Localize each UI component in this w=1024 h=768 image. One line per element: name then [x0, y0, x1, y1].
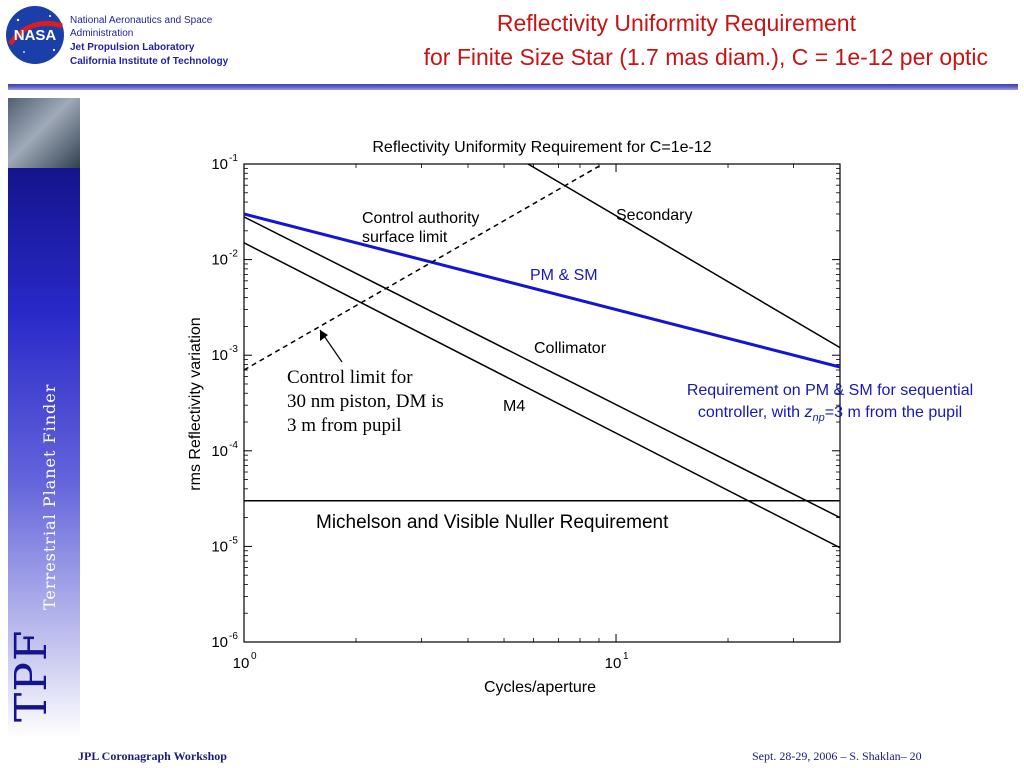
control-authority-label-line-1: Control authority — [362, 210, 480, 227]
y-tick-label: 10 — [211, 156, 228, 173]
control-limit-line-2: 30 nm piston, DM is — [287, 391, 444, 412]
header-rule — [8, 84, 1018, 90]
y-tick-label: 10 — [211, 443, 228, 460]
control-limit-line-3: 3 m from pupil — [287, 415, 402, 436]
series-pm-sm — [244, 212, 840, 369]
nasa-logo-text: NASA — [14, 27, 57, 44]
y-tick-label: 10 — [211, 634, 228, 651]
x-tick-exponent: 0 — [251, 651, 257, 662]
org-name-line-2: Administration — [70, 28, 134, 39]
slide-title-line-2: for Finite Size Star (1.7 mas diam.), C … — [423, 44, 988, 70]
x-tick-exponent: 1 — [623, 651, 629, 662]
y-tick-exponent: -4 — [229, 440, 238, 451]
chart-title: Reflectivity Uniformity Requirement for … — [372, 139, 711, 156]
control-authority-label-line-2: surface limit — [362, 229, 448, 246]
spacecraft-image — [8, 98, 80, 168]
y-tick-exponent: -5 — [229, 535, 238, 546]
requirement-note-var: z — [804, 404, 813, 421]
plot-frame — [243, 163, 841, 643]
control-limit-arrowhead — [320, 330, 328, 341]
control-authority-label: Control authority surface limit — [362, 209, 479, 247]
org-name-line-1: National Aeronautics and Space — [70, 15, 213, 26]
series-secondary — [527, 164, 840, 349]
sidebar-band — [8, 168, 80, 738]
secondary-label: Secondary — [616, 207, 693, 224]
x-tick-label: 10 — [233, 655, 250, 672]
series-m4 — [244, 242, 840, 549]
y-tick-exponent: -6 — [229, 631, 238, 642]
control-limit-line-1: Control limit for — [287, 367, 413, 388]
org-name-line-3: Jet Propulsion Laboratory — [70, 42, 195, 53]
nuller-requirement-label: Michelson and Visible Nuller Requirement — [316, 512, 669, 533]
control-limit-label: Control limit for 30 nm piston, DM is 3 … — [287, 366, 444, 438]
series-group — [244, 164, 840, 549]
footer-date-author: Sept. 28-29, 2006 – S. Shaklan– 20 — [752, 749, 922, 763]
requirement-note: Requirement on PM & SM for sequential co… — [680, 380, 980, 429]
y-tick-exponent: -1 — [229, 153, 238, 164]
x-axis-label: Cycles/aperture — [484, 679, 596, 696]
m4-label: M4 — [503, 398, 526, 415]
collimator-label: Collimator — [534, 340, 607, 357]
axis-ticks: 10 -110 -210 -310 -410 -510 -610 0 10 1 — [211, 153, 841, 672]
y-tick-label: 10 — [211, 252, 228, 269]
y-tick-label: 10 — [211, 538, 228, 555]
footer-event: JPL Coronagraph Workshop — [78, 749, 227, 763]
requirement-note-post: =3 m from the pupil — [824, 404, 963, 421]
x-tick-label: 10 — [605, 655, 622, 672]
y-axis-label: rms Reflectivity variation — [187, 317, 204, 490]
y-tick-exponent: -3 — [229, 344, 238, 355]
y-tick-label: 10 — [211, 347, 228, 364]
org-name-line-4: California Institute of Technology — [70, 56, 229, 67]
series-collimator — [244, 216, 840, 519]
requirement-note-sub: np — [812, 412, 825, 425]
nasa-logo: NASA — [6, 6, 64, 64]
pm-sm-label: PM & SM — [530, 267, 598, 284]
y-tick-exponent: -2 — [229, 249, 238, 260]
slide-title-line-1: Reflectivity Uniformity Requirement — [496, 10, 856, 36]
requirement-note-pre: Requirement on PM & SM for sequential co… — [686, 382, 974, 421]
